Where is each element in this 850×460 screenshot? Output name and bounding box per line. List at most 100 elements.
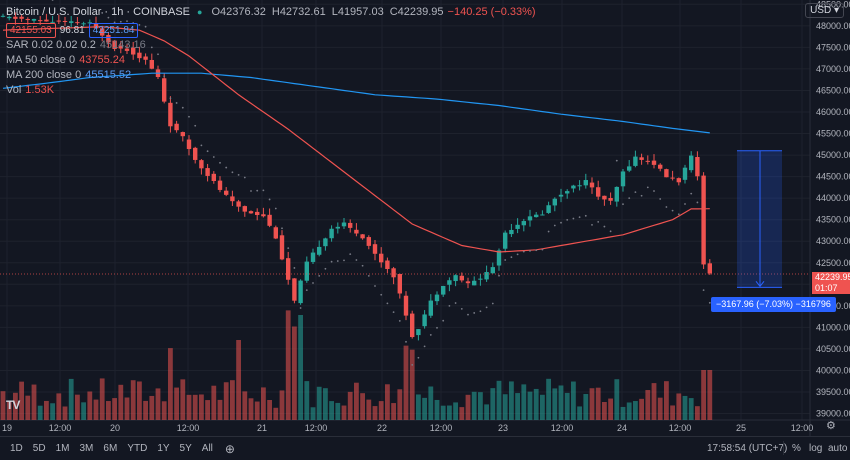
candle-body <box>577 185 582 187</box>
candle-body <box>149 59 154 69</box>
candle-body <box>75 22 80 24</box>
sar-dot <box>231 171 234 174</box>
candle-body <box>180 132 185 137</box>
range-button[interactable]: 1M <box>55 443 70 454</box>
range-button[interactable]: 3M <box>79 443 94 454</box>
currency-select[interactable]: USD ▾ <box>805 3 844 18</box>
volume-bar <box>19 381 24 420</box>
candle-body <box>627 166 632 171</box>
candle-body <box>124 48 130 51</box>
sar-dot <box>250 190 252 192</box>
candle-body <box>620 171 626 187</box>
volume-bar <box>558 385 564 420</box>
candle-body <box>7 16 12 19</box>
sar-dot <box>702 289 705 292</box>
volume-bar <box>447 405 452 420</box>
candle-body <box>310 252 316 262</box>
gear-icon[interactable]: ⚙ <box>826 420 836 432</box>
range-button[interactable]: 1Y <box>157 443 170 454</box>
candle-body <box>546 205 551 213</box>
volume-bar <box>490 388 496 420</box>
range-button[interactable]: 5Y <box>179 443 192 454</box>
sar-dot <box>206 150 209 153</box>
volume-bar <box>37 405 43 420</box>
sar-dot <box>665 206 668 208</box>
sar-dot <box>572 217 575 220</box>
range-button[interactable]: 1D <box>10 443 23 454</box>
chart-legend: Bitcoin / U.S. Dollar · 1h · COINBASE ● … <box>6 5 536 98</box>
volume-bar <box>515 393 520 420</box>
percent-scale-toggle[interactable]: % <box>792 443 801 454</box>
candle-body <box>25 19 30 21</box>
ohlc-low: L41957.03 <box>331 6 384 18</box>
indicator-name: Vol <box>6 84 22 96</box>
candle-body <box>366 237 371 246</box>
range-button[interactable]: All <box>201 443 213 454</box>
volume-bar <box>502 394 508 420</box>
candle-body <box>608 198 613 201</box>
indicator-row[interactable]: MA 50 close 0 43755.24 <box>6 53 536 68</box>
volume-bar <box>509 381 514 420</box>
sar-dot <box>522 250 525 253</box>
volume-bar <box>465 394 471 420</box>
candle-body <box>670 177 675 179</box>
symbol-title[interactable]: Bitcoin / U.S. Dollar · 1h · COINBASE <box>6 6 190 18</box>
volume-bar <box>620 406 626 420</box>
volume-bar <box>273 407 279 420</box>
go-to-date-icon[interactable]: ⊕ <box>224 441 235 456</box>
range-button[interactable]: 6M <box>103 443 118 454</box>
time-tick-label: 21 <box>257 423 267 433</box>
candle-body <box>484 272 489 280</box>
volume-bar <box>583 393 589 420</box>
volume-bar <box>62 406 68 420</box>
time-tick-label: 24 <box>617 423 627 433</box>
sar-dot <box>417 356 420 359</box>
indicator-row[interactable]: SAR 0.02 0.02 0.2 45143.16 <box>6 38 536 53</box>
price-tick-label: 47000.00 <box>816 64 850 74</box>
candle-body <box>558 194 564 197</box>
volume-bar <box>633 401 638 420</box>
log-scale-toggle[interactable]: log <box>809 443 823 454</box>
candle-body <box>441 285 446 295</box>
timezone-clock[interactable]: 17:58:54 (UTC+7) <box>707 443 788 454</box>
candle-body <box>199 160 204 169</box>
sell-price-button[interactable]: 42155.03 <box>6 23 56 38</box>
volume-bar <box>378 401 384 420</box>
sar-dot <box>479 310 482 313</box>
range-button[interactable]: YTD <box>127 443 148 454</box>
volume-bar <box>137 381 142 420</box>
sar-dot <box>628 197 631 200</box>
volume-bar <box>428 386 434 420</box>
indicator-row[interactable]: MA 200 close 0 45515.52 <box>6 68 536 83</box>
candle-body <box>596 187 601 197</box>
candle-body <box>676 178 681 183</box>
sar-dot <box>268 198 271 201</box>
candle-body <box>286 258 291 280</box>
candle-body <box>459 275 464 281</box>
volume-bar <box>422 397 427 420</box>
candle-body <box>490 267 495 274</box>
sar-dot <box>442 319 445 322</box>
volume-bar <box>50 403 55 420</box>
sar-dot <box>411 363 414 366</box>
price-tick-label: 43500.00 <box>816 215 850 225</box>
candle-body <box>143 56 148 60</box>
sar-dot <box>355 259 358 261</box>
tradingview-logo[interactable]: TV <box>6 398 20 412</box>
indicator-value: 1.53K <box>25 84 55 96</box>
time-tick-label: 22 <box>377 423 387 433</box>
candle-body <box>478 278 483 280</box>
buy-price-button[interactable]: 42251.84 <box>88 23 139 38</box>
candle-body <box>50 21 55 23</box>
price-tick-label: 41000.00 <box>816 322 850 332</box>
volume-bar <box>571 381 576 420</box>
sar-dot <box>640 194 643 197</box>
volume-bar <box>614 379 620 420</box>
candle-body <box>273 227 278 239</box>
indicator-row[interactable]: Vol 1.53K <box>6 83 536 98</box>
volume-bar <box>31 384 37 420</box>
range-button[interactable]: 5D <box>32 443 46 454</box>
auto-scale-toggle[interactable]: auto <box>828 443 848 454</box>
